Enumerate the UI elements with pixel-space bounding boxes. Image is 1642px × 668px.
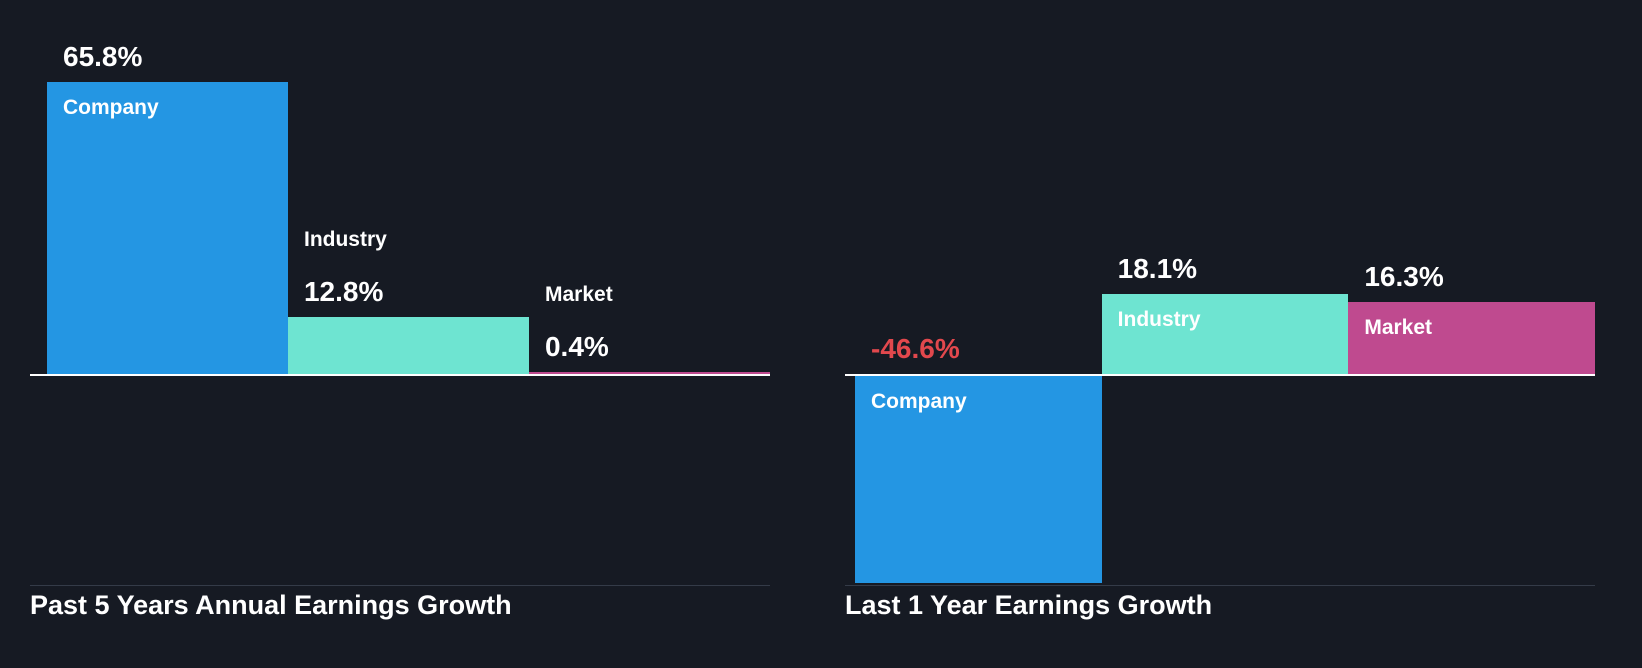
bar-name-label: Industry [1117,307,1201,331]
bar-rect-market [1348,301,1595,374]
bar-name-label: Market [544,283,613,306]
bar-group-market: 0.4% Market [528,0,770,668]
bar-rect-company [855,376,1102,583]
bar-rect-industry [1101,293,1349,374]
bottom-divider [845,585,1595,586]
bar-name-label: Market [1364,315,1433,339]
zero-baseline [845,374,1595,376]
bar-value-label: 18.1% [1117,252,1198,284]
bar-value-label: 0.4% [544,331,609,362]
zero-baseline [30,374,770,376]
bars-container: -46.6% Company 18.1% Industry 16.3% Mark… [855,0,1595,668]
bar-rect-industry [287,317,529,374]
plot-area: -46.6% Company 18.1% Industry 16.3% Mark… [845,0,1595,668]
bar-value-label: 16.3% [1364,260,1444,292]
bar-group-industry: 12.8% Industry [287,0,529,668]
bar-group-industry: 18.1% Industry [1101,0,1349,668]
bars-container: 65.8% Company 12.8% Industry 0.4% Market [47,0,770,668]
bar-name-label: Industry [303,228,387,252]
bar-name-label: Company [63,95,159,119]
bar-value-label: 65.8% [63,40,143,72]
bar-name-label: Company [871,390,967,413]
bar-rect-market [528,372,770,374]
bar-group-market: 16.3% Market [1348,0,1595,668]
chart-past-5-years-annual-earnings-growth: 65.8% Company 12.8% Industry 0.4% Market… [30,0,770,668]
chart-title: Last 1 Year Earnings Growth [845,590,1213,620]
bar-rect-company [47,81,288,374]
bar-value-label: -46.6% [871,333,960,364]
chart-last-1-year-earnings-growth: -46.6% Company 18.1% Industry 16.3% Mark… [845,0,1595,668]
bar-group-company: -46.6% Company [855,0,1102,668]
bottom-divider [30,585,770,586]
bar-value-label: 12.8% [303,276,384,308]
plot-area: 65.8% Company 12.8% Industry 0.4% Market [30,0,770,668]
bar-group-company: 65.8% Company [47,0,288,668]
chart-title: Past 5 Years Annual Earnings Growth [30,590,512,620]
